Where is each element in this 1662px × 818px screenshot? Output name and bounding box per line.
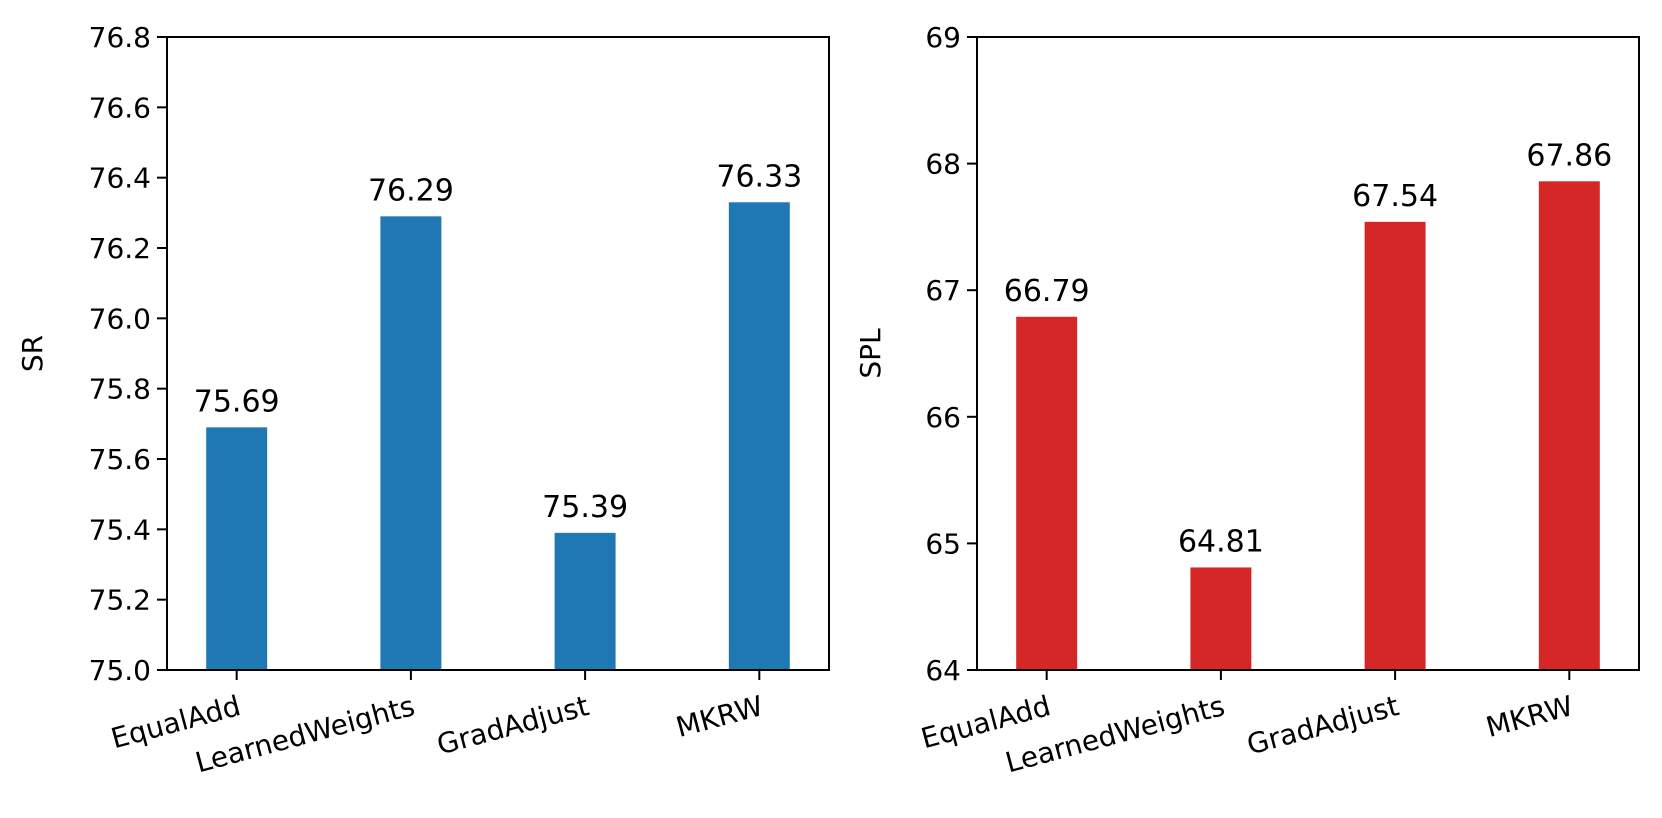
y-tick-label: 76.2: [89, 232, 151, 265]
y-tick-label: 64: [925, 654, 961, 687]
sr-bar-chart: 75.0 75.2 75.4 75.6 75.8 76.0 76.2 76.4 76.6 76.8…: [16, 21, 830, 779]
spl-bar: [1016, 316, 1078, 670]
y-tick-label: 76.0: [89, 302, 151, 335]
spl-axes-frame: [976, 36, 1640, 671]
data-label: 76.33: [716, 159, 802, 194]
spl-y-axis-label: SPL: [854, 328, 887, 379]
x-tick-label: GradAdjust: [433, 689, 592, 761]
y-tick-label: 66: [925, 401, 961, 434]
y-tick-label: 75.0: [89, 654, 151, 687]
y-tick-label: 75.6: [89, 443, 151, 476]
x-tick-label: MKRW: [1483, 689, 1577, 744]
data-label: 75.39: [542, 490, 628, 525]
spl-bar: [1364, 221, 1426, 670]
y-tick-label: 75.2: [89, 584, 151, 617]
sr-y-axis-label: SR: [16, 335, 49, 372]
y-tick-label: 76.4: [89, 162, 151, 195]
x-tick-label: MKRW: [673, 689, 767, 744]
sr-bar: [554, 532, 616, 670]
sr-bar: [206, 427, 268, 670]
y-tick-label: 75.4: [89, 513, 151, 546]
y-tick-label: 67: [925, 274, 961, 307]
sr-axes-frame: [166, 36, 830, 671]
sr-bar: [380, 216, 442, 670]
sr-bar: [728, 202, 790, 671]
data-label: 75.69: [194, 384, 280, 419]
data-label: 67.54: [1352, 179, 1438, 214]
data-label: 64.81: [1178, 524, 1264, 559]
y-tick-label: 69: [925, 21, 961, 54]
y-tick-label: 68: [925, 148, 961, 181]
spl-bar: [1190, 567, 1252, 670]
spl-bar: [1538, 181, 1600, 670]
y-tick-label: 65: [925, 527, 961, 560]
y-tick-label: 76.6: [89, 91, 151, 124]
y-tick-label: 75.8: [89, 373, 151, 406]
data-label: 76.29: [368, 173, 454, 208]
data-label: 66.79: [1004, 274, 1090, 309]
y-tick-label: 76.8: [89, 21, 151, 54]
x-tick-label: GradAdjust: [1243, 689, 1402, 761]
data-label: 67.86: [1526, 138, 1612, 173]
